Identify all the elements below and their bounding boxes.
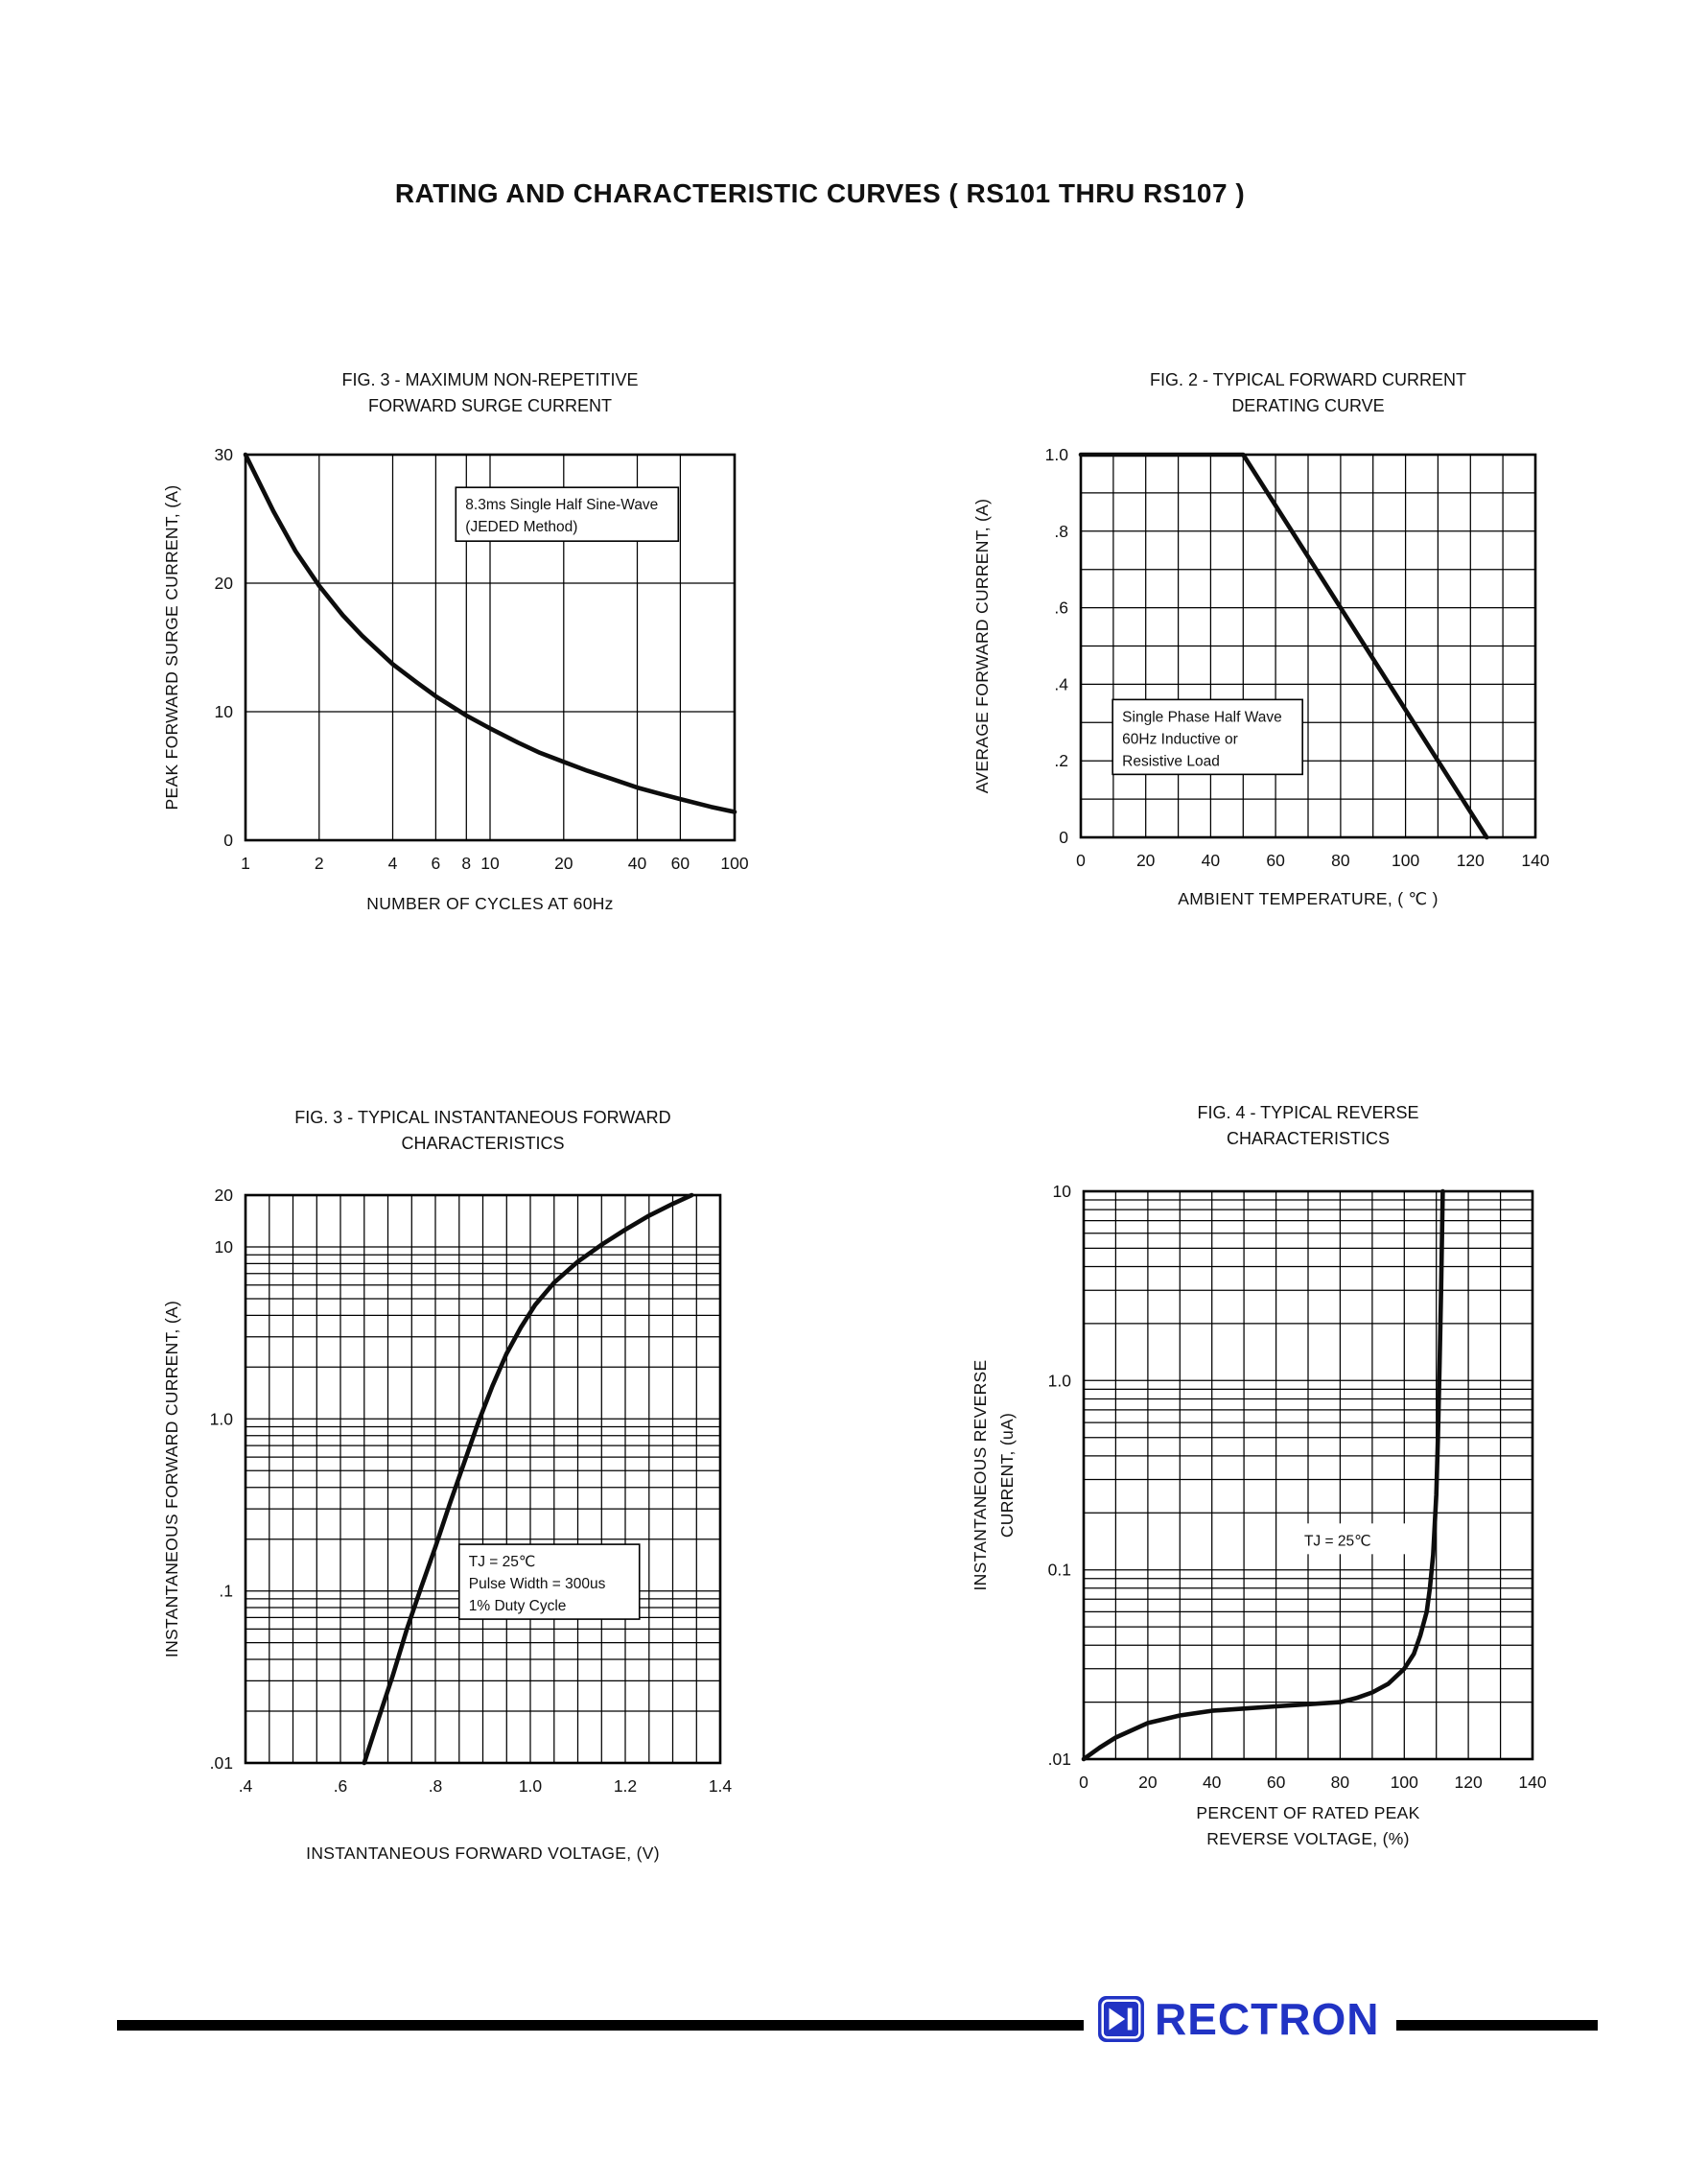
- svg-text:10: 10: [215, 702, 234, 721]
- svg-text:Pulse Width = 300us: Pulse Width = 300us: [469, 1576, 606, 1592]
- svg-text:1% Duty Cycle: 1% Duty Cycle: [469, 1598, 567, 1614]
- svg-text:20: 20: [215, 1186, 234, 1205]
- svg-text:10: 10: [1053, 1182, 1072, 1201]
- svg-text:120: 120: [1454, 1773, 1482, 1792]
- svg-text:0.1: 0.1: [1048, 1561, 1071, 1580]
- svg-text:100: 100: [1392, 851, 1419, 870]
- svg-text:TJ = 25℃: TJ = 25℃: [469, 1554, 536, 1570]
- svg-text:60Hz Inductive or: 60Hz Inductive or: [1122, 731, 1238, 747]
- svg-text:1.0: 1.0: [519, 1776, 543, 1796]
- svg-text:10: 10: [215, 1237, 234, 1257]
- svg-text:Single Phase Half Wave: Single Phase Half Wave: [1122, 709, 1282, 725]
- svg-text:40: 40: [1202, 851, 1221, 870]
- svg-text:.6: .6: [1054, 599, 1068, 618]
- svg-text:.8: .8: [429, 1776, 443, 1796]
- svg-text:Resistive Load: Resistive Load: [1122, 753, 1220, 769]
- svg-text:20: 20: [1138, 1773, 1158, 1792]
- svg-text:1.4: 1.4: [709, 1776, 733, 1796]
- chart-fig2-derating: 0 20 40 60 80 100 120 140 0 .2 .4 .6 .8 1.0 AMBIENT TE…: [972, 445, 1550, 908]
- chart-title-fig3-forward: FIG. 3 - TYPICAL INSTANTANEOUS FORWARD C…: [294, 1108, 671, 1153]
- rectron-logo: RECTRON: [1084, 1989, 1397, 2049]
- svg-text:AVERAGE FORWARD CURRENT, (A): AVERAGE FORWARD CURRENT, (A): [972, 499, 992, 794]
- svg-text:60: 60: [671, 854, 690, 873]
- svg-text:.6: .6: [334, 1776, 348, 1796]
- svg-text:1.0: 1.0: [1048, 1371, 1072, 1390]
- svg-text:80: 80: [1331, 1773, 1350, 1792]
- svg-text:.4: .4: [239, 1776, 253, 1796]
- svg-text:2: 2: [315, 854, 324, 873]
- svg-text:0: 0: [1076, 851, 1086, 870]
- svg-text:0: 0: [1059, 828, 1068, 847]
- brand-text: RECTRON: [1155, 1994, 1380, 2044]
- chart-fig3-forward: .4 .6 .8 1.0 1.2 1.4 .01 .1 1.0 10 20 INSTANTANEOUS…: [162, 1186, 733, 1863]
- svg-text:20: 20: [1136, 851, 1156, 870]
- chart-title-fig4-reverse: FIG. 4 - TYPICAL REVERSE CHARACTERISTICS: [1197, 1103, 1419, 1148]
- svg-text:140: 140: [1518, 1773, 1546, 1792]
- svg-text:.01: .01: [1048, 1750, 1071, 1769]
- svg-text:.8: .8: [1054, 522, 1068, 541]
- svg-text:120: 120: [1457, 851, 1485, 870]
- svg-text:INSTANTANEOUS REVERSE: INSTANTANEOUS REVERSE: [971, 1360, 990, 1591]
- svg-text:40: 40: [628, 854, 647, 873]
- svg-text:1.2: 1.2: [614, 1776, 637, 1796]
- svg-text:INSTANTANEOUS FORWARD CURRENT,: INSTANTANEOUS FORWARD CURRENT, (A): [162, 1301, 181, 1657]
- page-title: RATING AND CHARACTERISTIC CURVES ( RS101…: [394, 178, 1246, 208]
- svg-text:REVERSE VOLTAGE, (%): REVERSE VOLTAGE, (%): [1206, 1829, 1410, 1848]
- svg-text:30: 30: [215, 445, 234, 464]
- svg-text:PEAK FORWARD SURGE CURRENT, (A: PEAK FORWARD SURGE CURRENT, (A): [162, 485, 181, 810]
- svg-text:60: 60: [1266, 851, 1285, 870]
- svg-text:1.0: 1.0: [1045, 445, 1069, 464]
- footer-rule: [117, 2020, 1598, 2031]
- svg-text:100: 100: [720, 854, 748, 873]
- svg-text:60: 60: [1267, 1773, 1286, 1792]
- svg-text:INSTANTANEOUS FORWARD VOLTAGE,: INSTANTANEOUS FORWARD VOLTAGE, (V): [306, 1844, 660, 1863]
- svg-text:140: 140: [1521, 851, 1549, 870]
- svg-text:0: 0: [1079, 1773, 1088, 1792]
- svg-text:0: 0: [223, 831, 233, 850]
- svg-text:.01: .01: [210, 1753, 233, 1773]
- svg-text:4: 4: [388, 854, 398, 873]
- svg-text:1: 1: [241, 854, 250, 873]
- svg-text:CURRENT, (uA): CURRENT, (uA): [997, 1413, 1017, 1538]
- chart-fig3-surge: 1 2 4 6 8 10 20 40 60 100 0 10 20 30 NUMBER OF CYCLES …: [162, 445, 749, 913]
- svg-text:40: 40: [1203, 1773, 1222, 1792]
- chart-title-fig2-derating: FIG. 2 - TYPICAL FORWARD CURRENT DERATIN…: [1149, 370, 1467, 415]
- chart-title-fig3-surge: FIG. 3 - MAXIMUM NON-REPETITIVE FORWARD …: [341, 370, 639, 415]
- svg-text:TJ = 25℃: TJ = 25℃: [1304, 1533, 1371, 1549]
- chart-fig4-reverse: 0 20 40 60 80 100 120 140 .01 0.1 1.0 10 PERCENT OF …: [971, 1182, 1547, 1848]
- svg-text:PERCENT OF RATED PEAK: PERCENT OF RATED PEAK: [1196, 1803, 1419, 1822]
- rectron-logo-icon: [1098, 1996, 1144, 2042]
- svg-text:10: 10: [480, 854, 500, 873]
- svg-text:NUMBER OF CYCLES AT 60Hz: NUMBER OF CYCLES AT 60Hz: [366, 894, 613, 913]
- svg-text:8.3ms Single Half Sine-Wave: 8.3ms Single Half Sine-Wave: [465, 497, 658, 513]
- svg-text:.1: .1: [219, 1582, 233, 1601]
- svg-text:20: 20: [554, 854, 573, 873]
- svg-text:1.0: 1.0: [210, 1409, 234, 1428]
- svg-text:6: 6: [432, 854, 441, 873]
- svg-text:80: 80: [1331, 851, 1350, 870]
- svg-text:(JEDED Method): (JEDED Method): [465, 519, 577, 535]
- svg-text:20: 20: [215, 574, 234, 593]
- svg-text:8: 8: [461, 854, 471, 873]
- svg-text:.2: .2: [1054, 751, 1068, 770]
- svg-text:AMBIENT TEMPERATURE, ( ℃ ): AMBIENT TEMPERATURE, ( ℃ ): [1178, 889, 1439, 908]
- svg-text:.4: .4: [1054, 674, 1068, 693]
- svg-text:100: 100: [1391, 1773, 1418, 1792]
